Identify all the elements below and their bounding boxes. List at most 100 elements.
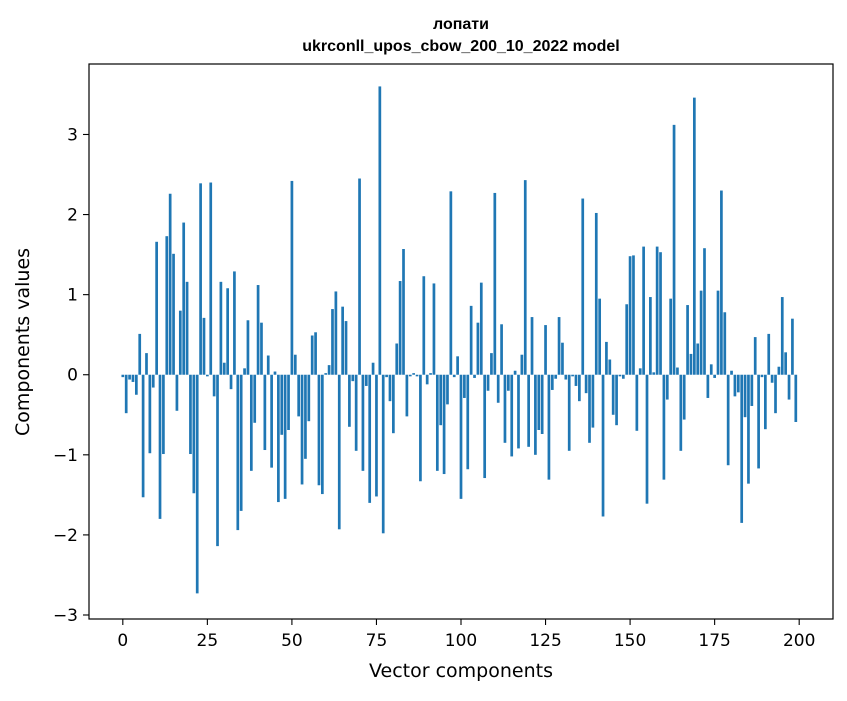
bar: [290, 180, 294, 375]
bar: [669, 298, 673, 375]
bar: [506, 374, 510, 391]
bar: [145, 353, 148, 375]
bar: [503, 374, 507, 443]
bar: [544, 325, 547, 375]
bar: [645, 374, 649, 504]
x-axis-label: Vector components: [369, 660, 553, 682]
bar: [368, 374, 372, 503]
bar: [747, 374, 750, 484]
bar: [770, 374, 774, 383]
bar: [334, 291, 338, 375]
y-tick-label: 2: [67, 206, 78, 226]
bar: [222, 362, 226, 375]
bar: [439, 374, 443, 426]
bar: [530, 317, 534, 375]
bar: [594, 212, 598, 375]
bar: [158, 374, 162, 519]
bar: [463, 374, 466, 398]
bar: [317, 374, 321, 486]
bar: [408, 374, 412, 377]
bar: [348, 374, 351, 427]
bar: [659, 252, 662, 375]
bar: [358, 178, 361, 375]
bar: [277, 374, 280, 503]
bar: [537, 374, 541, 430]
bar: [192, 374, 196, 494]
bar: [534, 374, 537, 455]
bar: [456, 356, 459, 375]
bar: [165, 236, 169, 375]
bar: [263, 374, 267, 451]
x-tick-label: 175: [698, 631, 730, 651]
bar: [148, 374, 152, 454]
bar: [249, 374, 253, 471]
bar: [327, 365, 331, 375]
bar: [415, 374, 419, 377]
bar: [686, 305, 689, 375]
bar: [689, 353, 693, 375]
bar: [185, 281, 189, 375]
bar: [554, 374, 558, 379]
bar: [615, 374, 618, 426]
bar: [764, 374, 767, 430]
bar: [307, 374, 311, 422]
bar: [476, 322, 480, 375]
bar: [523, 180, 527, 375]
bar: [699, 290, 703, 375]
bar: [561, 342, 564, 375]
bar: [550, 374, 554, 390]
bar: [270, 374, 273, 468]
bar: [743, 374, 747, 418]
bar: [682, 374, 686, 420]
bar: [588, 374, 591, 443]
bar: [608, 359, 612, 375]
x-tick-label: 200: [783, 631, 815, 651]
bar: [405, 374, 409, 417]
bar: [581, 198, 585, 375]
bar: [638, 368, 642, 375]
bar: [283, 374, 287, 499]
bar: [479, 282, 483, 375]
bar: [243, 368, 246, 375]
bar: [679, 374, 683, 451]
bar: [733, 374, 737, 397]
bar: [605, 341, 608, 375]
bar: [398, 281, 402, 375]
bar: [632, 255, 635, 375]
bar: [236, 374, 240, 531]
x-tick-label: 50: [281, 631, 303, 651]
bar: [246, 320, 250, 375]
bar: [720, 190, 723, 375]
bar: [598, 298, 602, 375]
bar: [473, 374, 476, 378]
x-tick-label: 100: [445, 631, 477, 651]
bar: [513, 370, 517, 375]
bar: [490, 353, 493, 375]
y-tick-label: 3: [67, 125, 78, 145]
bar: [466, 374, 470, 470]
bar: [601, 374, 605, 517]
bar: [429, 373, 432, 375]
bar: [300, 374, 304, 485]
bar: [493, 192, 497, 375]
bar: [206, 374, 209, 377]
bar: [496, 374, 500, 403]
bar: [128, 374, 131, 380]
bar: [740, 374, 744, 523]
bar: [293, 354, 297, 375]
x-tick-label: 150: [614, 631, 646, 651]
bar: [574, 374, 578, 386]
bar: [750, 374, 754, 406]
bar: [256, 285, 260, 375]
bar: [375, 374, 378, 497]
bar: [331, 309, 334, 375]
bar: [446, 374, 449, 405]
bar: [422, 276, 426, 375]
bar: [571, 374, 574, 377]
bar: [635, 374, 639, 431]
bar: [131, 374, 135, 382]
y-tick-label: −2: [53, 526, 78, 546]
bar: [655, 246, 659, 375]
